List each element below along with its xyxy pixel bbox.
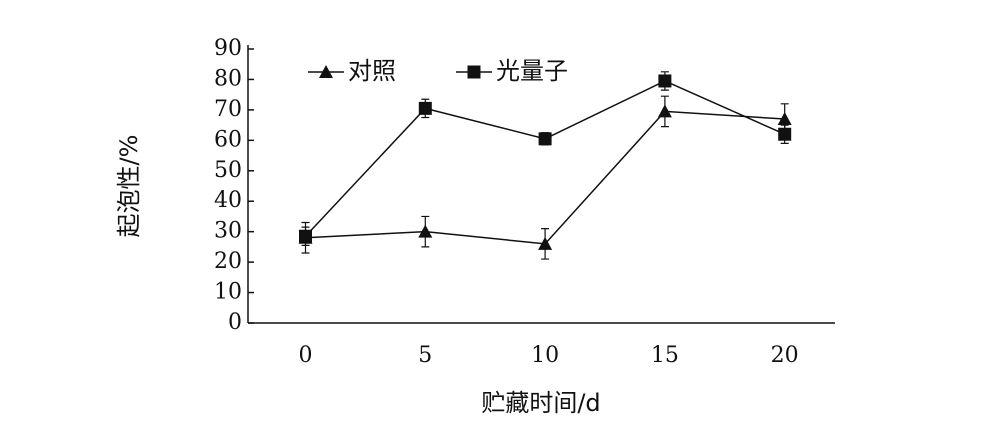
x-tick-label: 5	[418, 343, 432, 368]
legend-marker	[467, 65, 481, 79]
legend-marker	[319, 65, 333, 78]
series-line	[305, 110, 785, 245]
point	[418, 224, 433, 238]
point	[538, 132, 552, 146]
point	[658, 74, 672, 88]
y-tick-label: 40	[214, 188, 242, 213]
x-axis-label: 贮藏时间/d	[481, 389, 600, 417]
series-line	[304, 80, 785, 237]
point	[657, 104, 672, 118]
x-tick-label: 0	[299, 343, 313, 368]
x-tick-label: 20	[771, 343, 799, 368]
y-tick-label: 20	[214, 249, 242, 274]
y-tick-label: 10	[214, 280, 242, 305]
point	[777, 112, 792, 126]
point	[418, 101, 432, 115]
y-tick-label: 60	[214, 127, 242, 152]
y-tick-label: 0	[228, 310, 242, 335]
legend-label: 对照	[348, 57, 396, 85]
y-tick-label: 50	[214, 158, 242, 183]
y-tick-label: 70	[214, 97, 242, 122]
point	[778, 127, 792, 141]
x-tick-label: 10	[531, 343, 559, 368]
y-tick-label: 80	[214, 66, 242, 91]
point	[538, 236, 553, 250]
point	[299, 229, 313, 243]
y-tick-label: 30	[214, 219, 242, 244]
y-tick-label: 90	[214, 36, 242, 61]
legend-label: 光量子	[496, 57, 568, 85]
x-tick-label: 15	[651, 343, 679, 368]
y-axis-label: 起泡性/%	[115, 135, 143, 238]
